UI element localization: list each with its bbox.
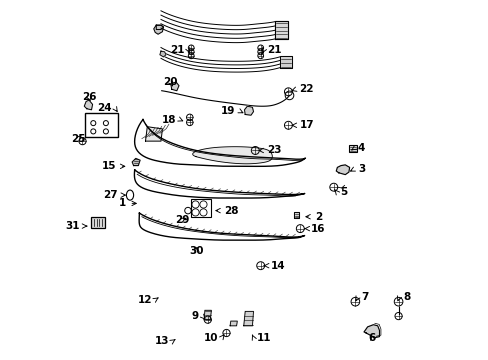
Text: 6: 6 xyxy=(368,333,375,343)
Text: 3: 3 xyxy=(357,164,365,174)
Polygon shape xyxy=(192,147,272,164)
Text: 21: 21 xyxy=(170,45,185,55)
Text: 30: 30 xyxy=(189,246,204,256)
Polygon shape xyxy=(170,82,179,91)
Text: 21: 21 xyxy=(266,45,281,55)
Bar xyxy=(191,199,211,217)
Polygon shape xyxy=(244,106,253,115)
Text: 11: 11 xyxy=(257,333,271,343)
Polygon shape xyxy=(275,21,287,39)
Text: 23: 23 xyxy=(266,145,281,156)
Text: 2: 2 xyxy=(314,212,321,222)
Text: 27: 27 xyxy=(102,190,117,200)
Text: 19: 19 xyxy=(221,106,235,116)
Text: 31: 31 xyxy=(65,221,80,231)
Text: 5: 5 xyxy=(339,186,346,197)
Text: 17: 17 xyxy=(299,120,314,130)
Polygon shape xyxy=(132,158,140,166)
Text: 22: 22 xyxy=(299,84,313,94)
Text: 1: 1 xyxy=(118,198,125,208)
Polygon shape xyxy=(160,51,166,57)
Text: 4: 4 xyxy=(357,143,365,153)
Polygon shape xyxy=(204,310,211,320)
Bar xyxy=(85,113,118,137)
Text: 12: 12 xyxy=(137,294,152,305)
Polygon shape xyxy=(244,311,253,326)
Polygon shape xyxy=(153,25,163,34)
Polygon shape xyxy=(156,25,163,30)
Text: 15: 15 xyxy=(102,161,116,171)
Polygon shape xyxy=(363,325,379,338)
Polygon shape xyxy=(230,321,237,326)
Text: 9: 9 xyxy=(191,311,199,321)
Text: 28: 28 xyxy=(224,206,238,216)
Polygon shape xyxy=(279,56,291,68)
Bar xyxy=(348,145,356,152)
Text: 7: 7 xyxy=(361,292,368,302)
Polygon shape xyxy=(145,127,162,141)
Text: 24: 24 xyxy=(97,103,111,113)
Text: 25: 25 xyxy=(71,134,85,144)
Text: 26: 26 xyxy=(81,92,96,102)
Text: 10: 10 xyxy=(203,333,218,343)
Text: 13: 13 xyxy=(154,336,168,346)
Text: 18: 18 xyxy=(161,114,176,125)
Text: 16: 16 xyxy=(310,224,325,234)
Text: 20: 20 xyxy=(163,77,178,87)
Polygon shape xyxy=(84,100,92,110)
Polygon shape xyxy=(294,212,299,218)
Bar xyxy=(91,217,105,228)
Text: 14: 14 xyxy=(270,261,285,271)
Polygon shape xyxy=(336,165,349,175)
Text: 29: 29 xyxy=(175,215,189,225)
Text: 8: 8 xyxy=(402,292,409,302)
